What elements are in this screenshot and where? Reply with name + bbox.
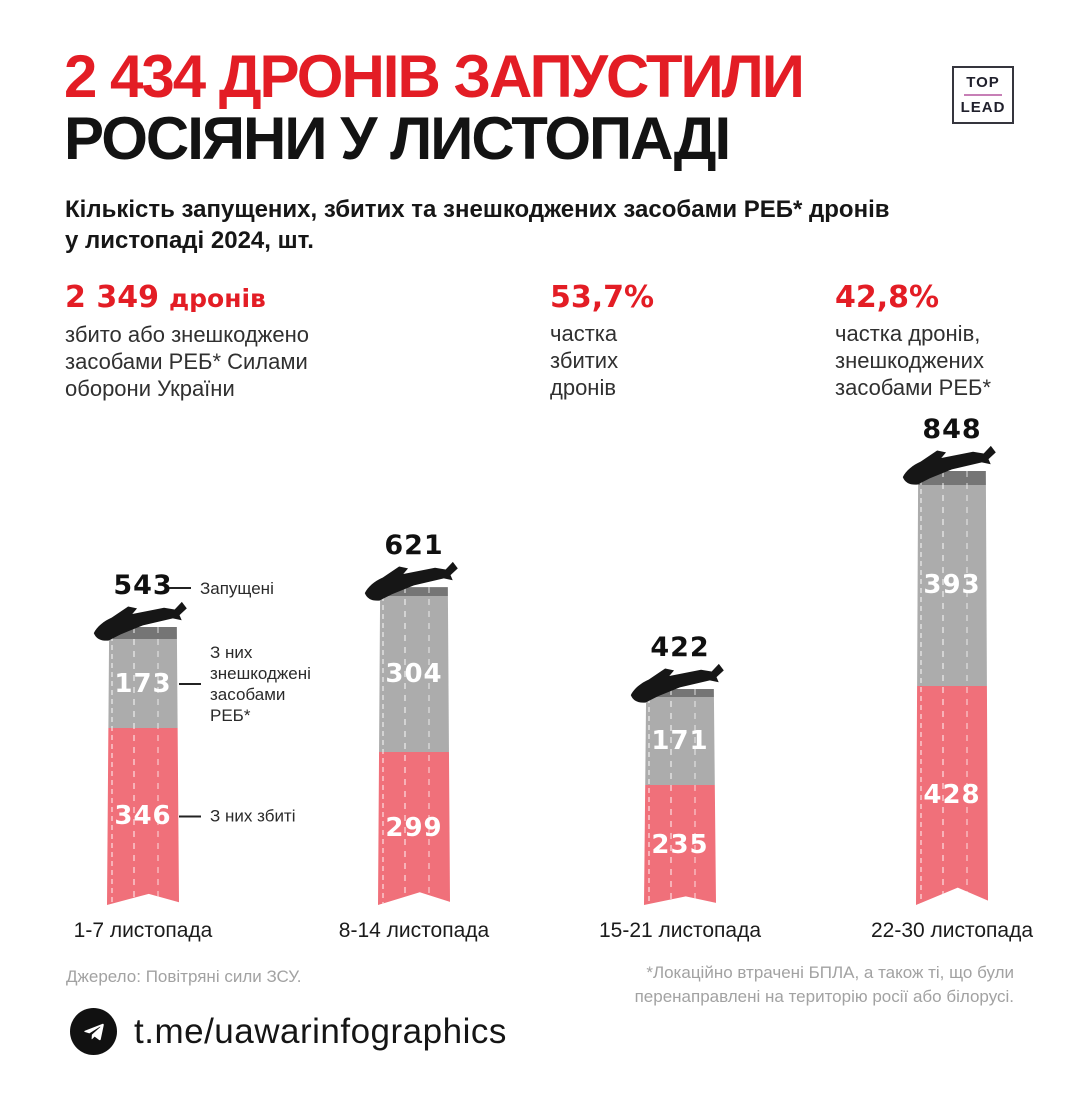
callout-launched: Запущені — [169, 578, 274, 599]
telegram-icon — [70, 1008, 117, 1055]
bar-stack: 171 235 — [644, 688, 716, 905]
stat-description: частка дронів, знешкоджених засобами РЕБ… — [835, 321, 992, 400]
bar-column-week-1: 173 346 543 1-7 листопада Запущені З них знеш… — [74, 570, 311, 942]
segment-value-label: 235 — [651, 829, 709, 860]
segment-value-label: 393 — [923, 570, 981, 601]
callout-reb: З них знешкоджені засобами РЕБ* — [179, 642, 311, 726]
toplead-logo: TOP LEAD — [952, 66, 1014, 124]
bar-segment-remainder — [644, 688, 716, 698]
bar-segment-remainder — [378, 587, 450, 597]
bar-total-label: 621 — [384, 530, 444, 562]
category-label: 22-30 листопада — [870, 919, 1034, 942]
stat-value: 42,8% — [835, 281, 1080, 315]
bar-column-week-4: 393 428 848 22-30 листопада — [871, 414, 1033, 942]
segment-value-label: 171 — [651, 725, 709, 756]
source-text: Джерело: Повітряні сили ЗСУ. — [66, 967, 302, 986]
segment-value-label: 304 — [385, 659, 443, 690]
bar-stack: 393 428 — [916, 470, 988, 905]
bar-segment-reb: 171 — [644, 697, 716, 785]
stat-reb-share: 42,8% частка дронів, знешкоджених засоба… — [835, 281, 1080, 401]
stat-number: 53,7% — [550, 280, 655, 315]
stat-number: 42,8% — [835, 280, 940, 315]
callout-label: Запущені — [200, 578, 274, 598]
telegram-link[interactable]: t.me/uawarinfographics — [70, 1008, 507, 1055]
callout-label: З них знешкоджені засобами РЕБ* — [210, 642, 311, 725]
bar-segment-reb: 173 — [107, 639, 179, 728]
stat-description: частка збитих дронів — [550, 321, 619, 400]
bar-segment-shot: 299 — [378, 751, 450, 905]
drone-icon — [359, 557, 467, 606]
drone-icon — [88, 596, 196, 645]
stacked-bar-chart: 173 346 543 1-7 листопада Запущені З них знеш… — [0, 400, 1080, 945]
logo-top-text: TOP — [966, 74, 1000, 91]
drone-icon — [625, 658, 733, 707]
bar-stack: 173 346 — [107, 626, 179, 905]
title-line-black: РОСІЯНИ У ЛИСТОПАДІ — [64, 105, 731, 172]
stat-suffix: дронів — [168, 284, 266, 313]
bar-segment-shot: 428 — [916, 685, 988, 905]
callout-line — [179, 815, 201, 818]
bar-total-label: 422 — [650, 631, 710, 663]
bar-stack: 304 299 — [378, 587, 450, 905]
segment-value-label: 173 — [114, 668, 172, 699]
bar-column-week-2: 304 299 621 8-14 листопада — [339, 530, 489, 942]
segment-value-label: 346 — [114, 801, 172, 832]
drone-icon — [897, 440, 1005, 489]
chart-subtitle: Кількість запущених, збитих та знешкодже… — [65, 196, 890, 254]
bar-total-label: 543 — [113, 569, 173, 601]
callout-line — [179, 682, 201, 685]
bar-segment-shot: 235 — [644, 784, 716, 905]
logo-divider — [964, 94, 1002, 96]
callout-line — [169, 587, 191, 590]
telegram-handle: t.me/uawarinfographics — [134, 1011, 507, 1051]
page-title: 2 434 ДРОНІВ ЗАПУСТИЛИ РОСІЯНИ У ЛИСТОПА… — [64, 43, 805, 172]
bar-column-week-3: 171 235 422 15-21 листопада — [599, 632, 761, 942]
stat-value: 53,7% — [550, 281, 770, 315]
category-label: 15-21 листопада — [598, 919, 762, 942]
bar-segment-reb: 393 — [916, 484, 988, 686]
stat-description: збито або знешкоджено засобами РЕБ* Сила… — [65, 322, 310, 401]
callout-label: З них збиті — [210, 806, 296, 826]
bar-segment-reb: 304 — [378, 596, 450, 752]
stat-value: 2 349 дронів — [65, 281, 425, 316]
callout-shot: З них збиті — [179, 806, 296, 827]
segment-value-label: 428 — [923, 780, 981, 811]
bar-segment-shot: 346 — [107, 727, 179, 905]
segment-value-label: 299 — [385, 813, 443, 844]
title-line-red: 2 434 ДРОНІВ ЗАПУСТИЛИ — [64, 43, 805, 110]
stat-destroyed-total: 2 349 дронів збито або знешкоджено засоб… — [65, 281, 425, 402]
category-label: 1-7 листопада — [73, 919, 213, 942]
footnote-text: *Локаційно втрачені БПЛА, а також ті, що… — [634, 963, 1014, 1006]
stat-shot-share: 53,7% частка збитих дронів — [550, 281, 770, 401]
stat-number: 2 349 — [65, 280, 159, 315]
logo-lead-text: LEAD — [960, 99, 1006, 116]
bar-total-label: 848 — [922, 413, 982, 445]
category-label: 8-14 листопада — [338, 919, 490, 942]
